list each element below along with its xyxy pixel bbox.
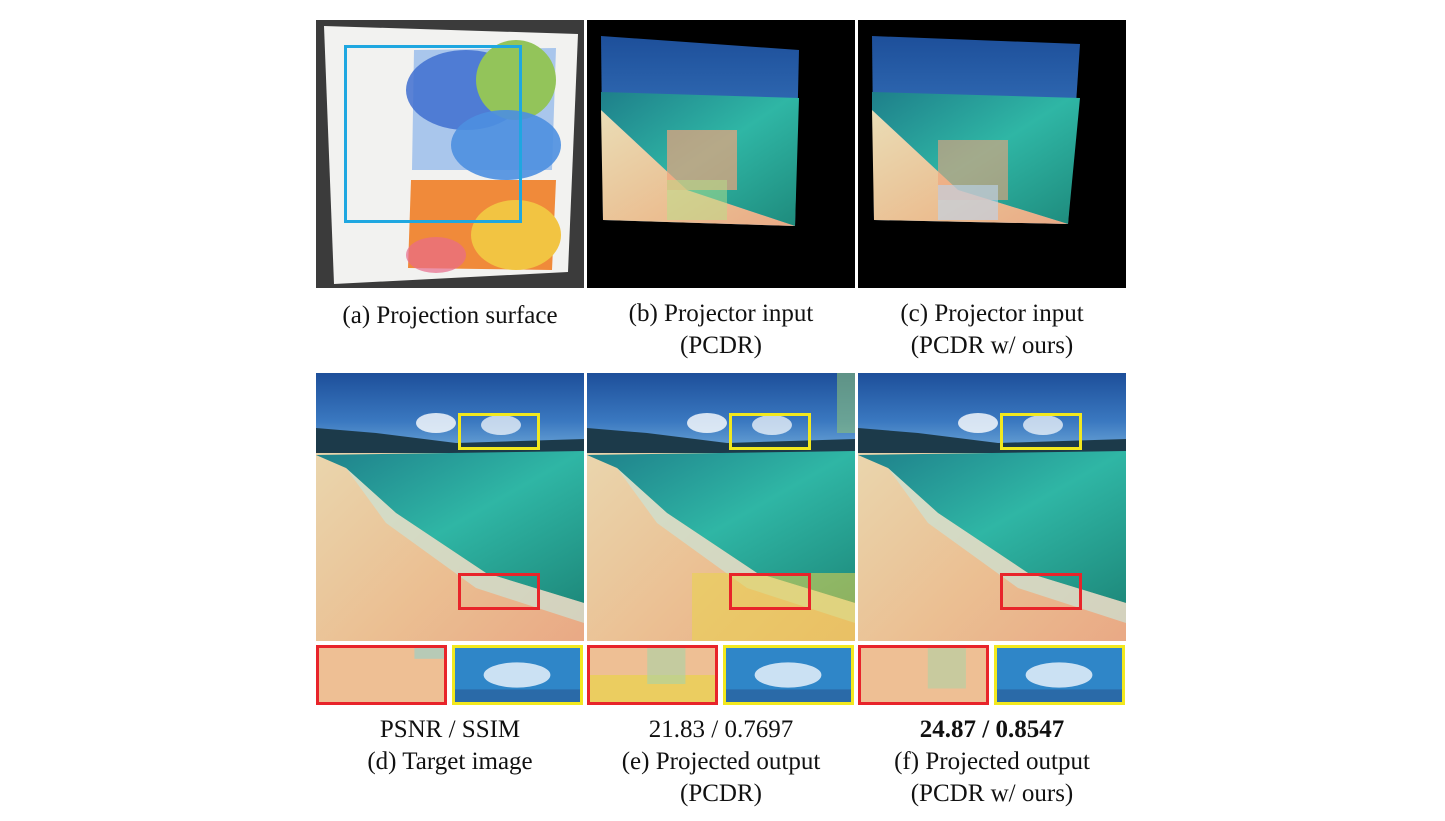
projected-output-pcdr-ours <box>858 373 1126 641</box>
caption-f: 24.87 / 0.8547 (f) Projected output (PCD… <box>858 714 1126 810</box>
crop-red-pcdr <box>587 645 718 705</box>
target-image <box>316 373 584 641</box>
crop-red-target <box>316 645 447 705</box>
metric-pcdr: 21.83 / 0.7697 <box>648 716 794 743</box>
metric-header: PSNR / SSIM <box>379 716 521 743</box>
projector-input-pcdr-ours <box>858 20 1126 288</box>
caption-a: (a) Projection surface <box>342 302 558 329</box>
caption-c: (c) Projector input (PCDR w/ ours) <box>900 300 1084 359</box>
crop-yellow-pcdr <box>723 645 854 705</box>
projection-surface-photo <box>316 20 584 288</box>
projected-output-pcdr <box>587 373 855 641</box>
caption-b: (b) Projector input (PCDR) <box>628 300 814 359</box>
crop-yellow-target <box>452 645 583 705</box>
caption-d: PSNR / SSIM (d) Target image <box>316 714 584 778</box>
caption-e: 21.83 / 0.7697 (e) Projected output (PCD… <box>587 714 855 810</box>
crop-red-ours <box>858 645 989 705</box>
projector-input-pcdr <box>587 20 855 288</box>
metric-ours: 24.87 / 0.8547 <box>919 716 1065 743</box>
crop-yellow-ours <box>994 645 1125 705</box>
